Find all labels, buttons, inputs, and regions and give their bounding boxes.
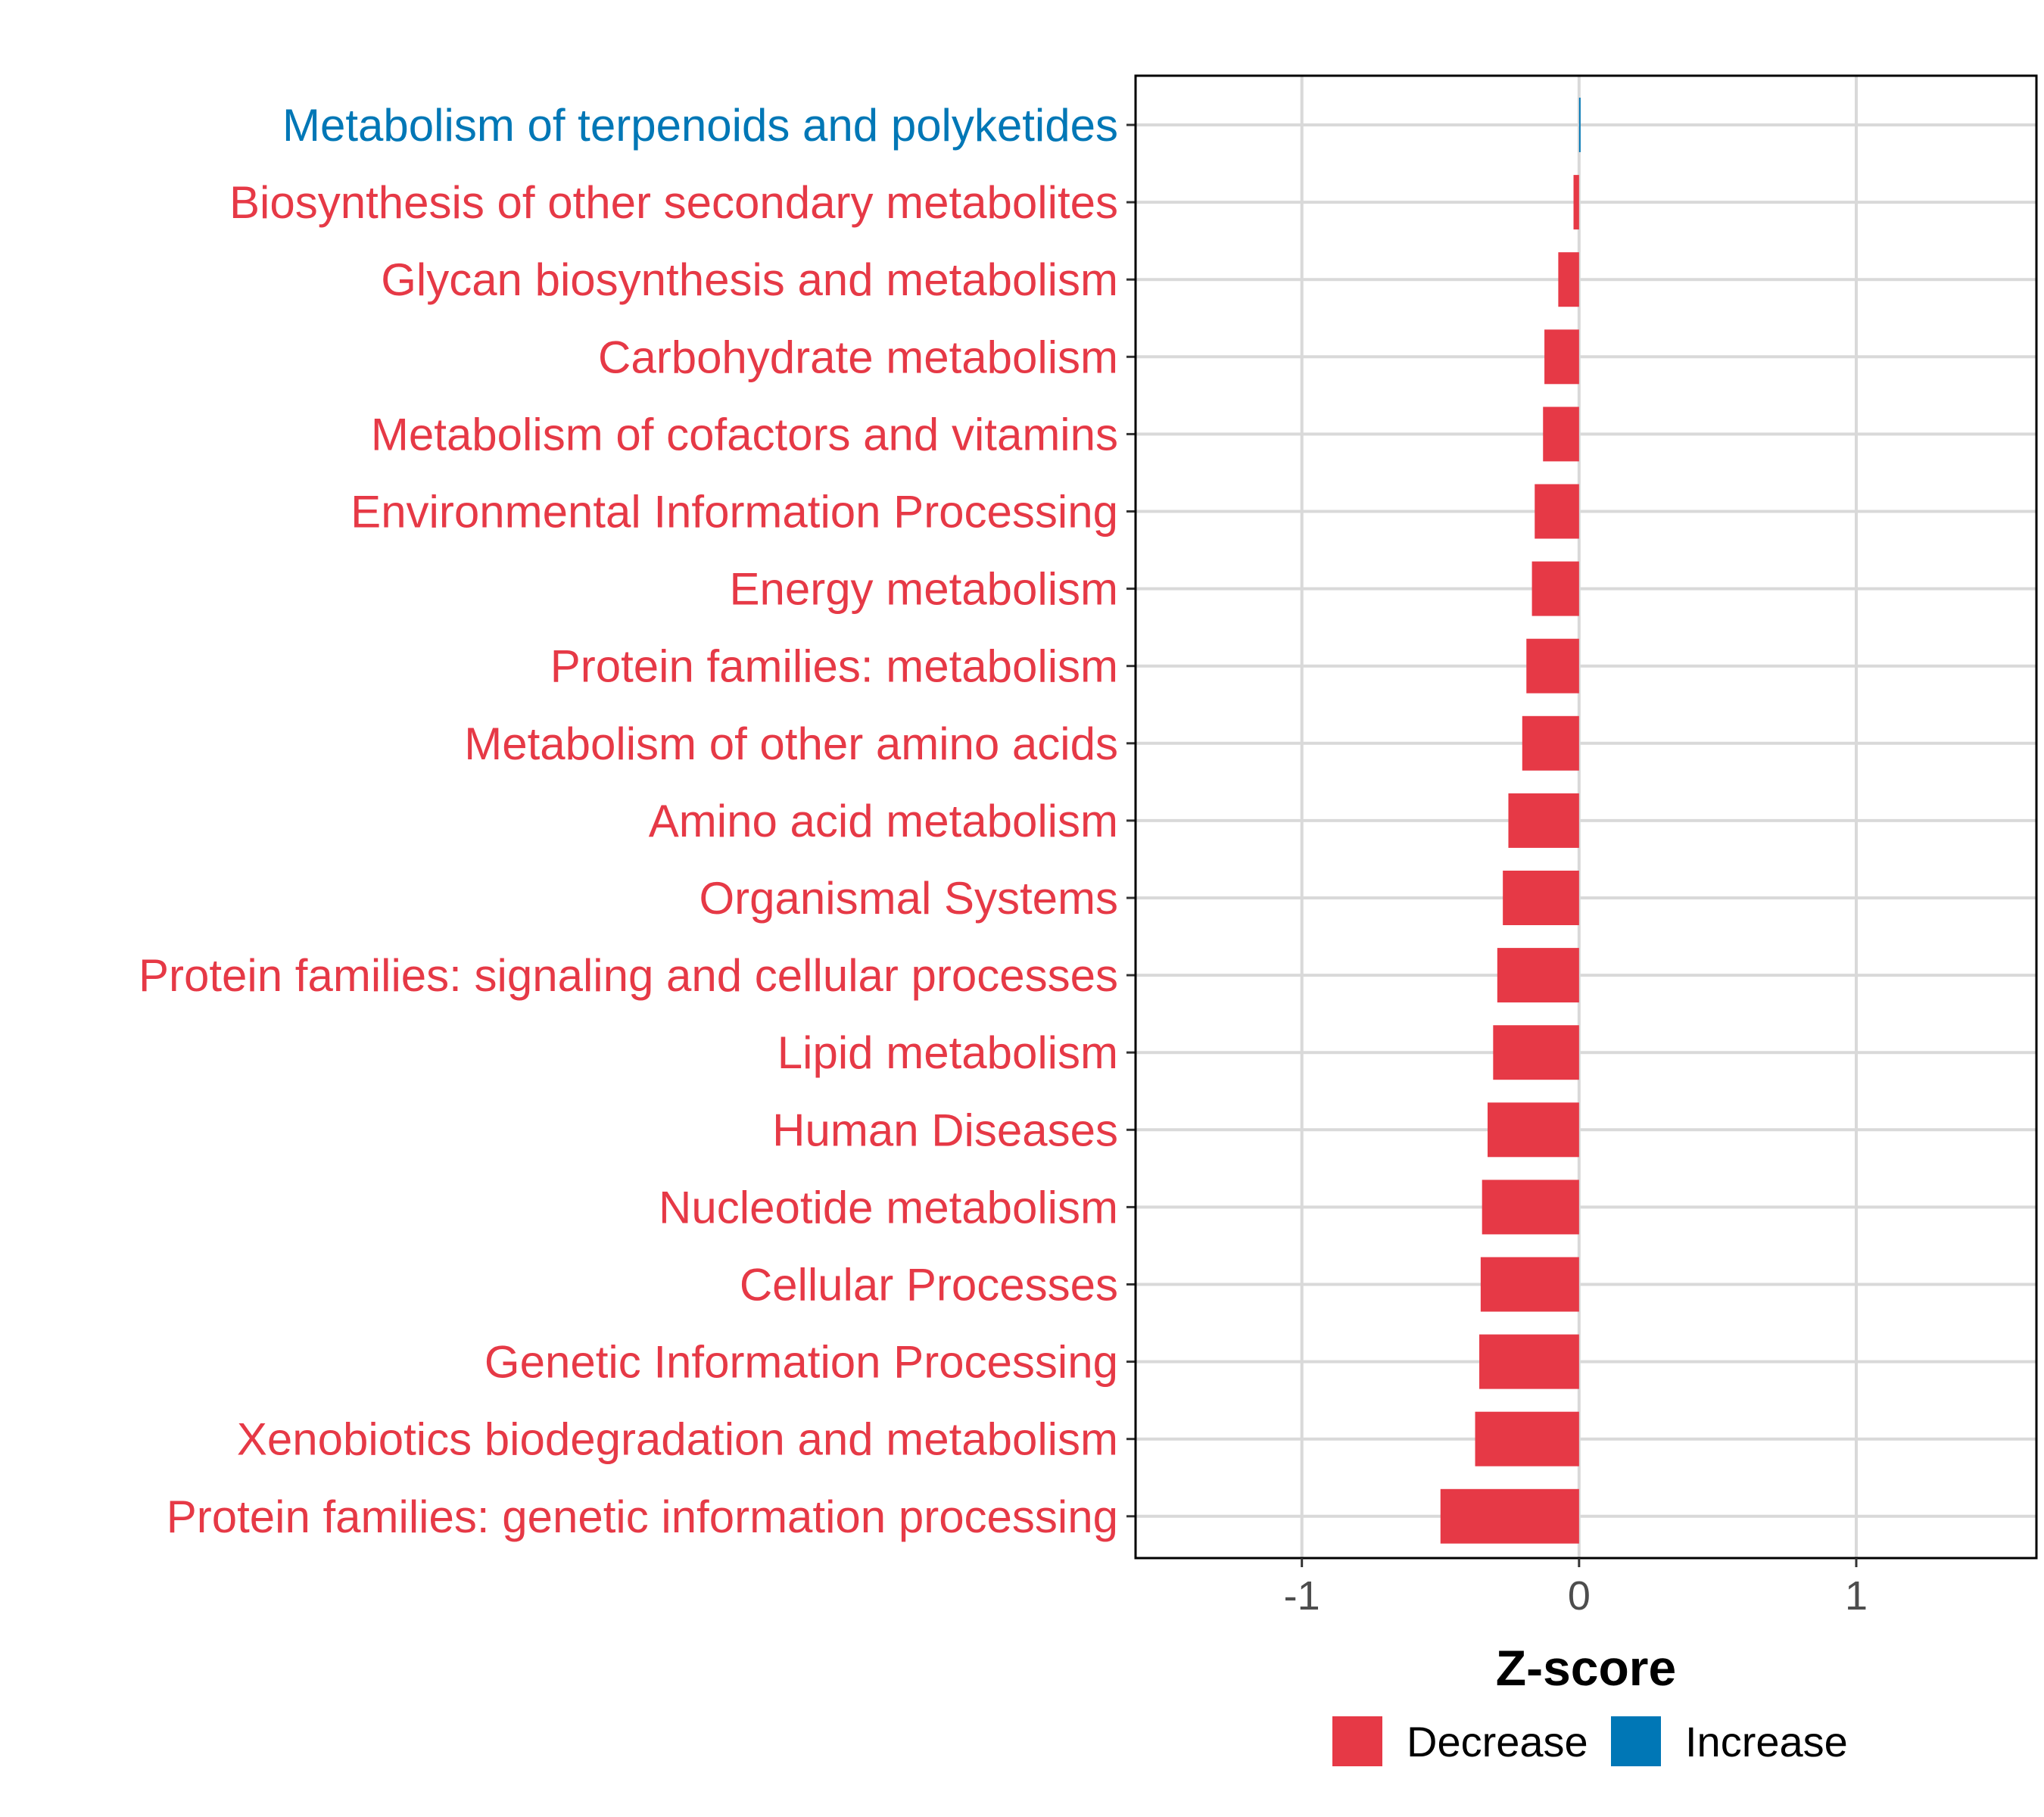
y-ticks [1126,123,1136,1518]
legend-label-decrease: Decrease [1407,1718,1588,1766]
bar [1535,484,1579,539]
bar [1526,638,1579,693]
category-label: Protein families: signaling and cellular… [139,950,1118,1001]
bar [1544,329,1579,385]
bar [1578,98,1581,152]
category-label: Genetic Information Processing [485,1337,1118,1388]
bar [1475,1411,1579,1466]
category-label: Biosynthesis of other secondary metaboli… [229,177,1118,228]
category-label: Metabolism of cofactors and vitamins [371,409,1118,460]
category-label: Lipid metabolism [777,1027,1118,1078]
bar [1497,948,1579,1003]
x-axis-title: Z-score [1496,1640,1676,1696]
bar [1522,715,1579,771]
bar [1488,1102,1579,1158]
category-label: Environmental Information Processing [351,487,1118,538]
category-label: Xenobiotics biodegradation and metabolis… [237,1414,1118,1465]
bar [1493,1025,1579,1080]
bar [1480,1257,1579,1312]
category-label: Metabolism of other amino acids [464,718,1118,769]
x-tick-label: 1 [1845,1573,1868,1619]
category-label: Glycan biosynthesis and metabolism [381,254,1118,305]
category-label: Carbohydrate metabolism [598,332,1118,382]
category-labels: Metabolism of terpenoids and polyketides… [139,100,1118,1542]
category-label: Metabolism of terpenoids and polyketides [282,100,1118,151]
x-tick-label: 0 [1568,1573,1591,1619]
legend: Decrease Increase [1332,1716,1848,1766]
category-label: Protein families: genetic information pr… [167,1491,1118,1542]
category-label: Cellular Processes [740,1260,1118,1311]
legend-swatch-decrease [1332,1716,1382,1766]
bar [1543,407,1579,462]
category-label: Human Diseases [772,1105,1118,1155]
grid-lines [1136,76,2036,1558]
x-tick-label: -1 [1284,1573,1320,1619]
category-label: Energy metabolism [729,564,1118,615]
bar [1573,175,1579,230]
category-label: Protein families: metabolism [550,641,1118,692]
category-label: Amino acid metabolism [649,796,1118,846]
bar [1479,1334,1579,1389]
category-label: Organismal Systems [700,873,1118,924]
bar [1503,871,1579,925]
legend-swatch-increase [1611,1716,1661,1766]
bar [1508,793,1579,848]
plot-panel-border [1134,74,2038,1560]
legend-label-increase: Increase [1685,1718,1848,1766]
bar [1558,252,1579,307]
bars [1440,98,1581,1544]
bar [1440,1488,1579,1544]
bar [1482,1180,1579,1235]
bar [1531,561,1579,616]
category-label: Nucleotide metabolism [659,1182,1118,1233]
x-axis: -1 0 1 [1284,1558,1868,1619]
